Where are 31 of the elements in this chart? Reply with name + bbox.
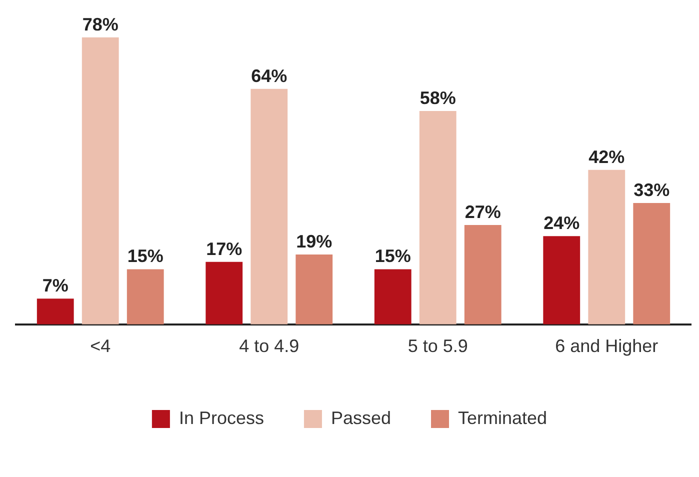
bar [250,88,288,324]
bar [36,298,74,324]
data-label: 24% [544,213,580,234]
data-label: 15% [127,246,164,266]
data-label: 58% [420,88,456,108]
legend-label: Passed [330,408,392,428]
bar [633,202,670,324]
bar [588,170,626,324]
bar [296,254,333,324]
bar [206,262,243,324]
bar [374,269,412,324]
data-label: 33% [634,180,670,200]
data-label: 7% [42,276,68,296]
data-label: 17% [206,238,242,259]
legend-label: Terminated [458,408,548,428]
data-label: 15% [374,246,411,266]
bar [82,37,119,324]
data-label: 19% [296,231,332,252]
data-label: 78% [82,14,118,34]
bar [464,225,502,324]
x-tick-label: 6 and Higher [555,336,658,356]
data-label: 27% [464,202,501,222]
data-label: 64% [251,66,288,86]
bar [126,269,164,324]
data-label: 42% [588,146,625,167]
x-tick-label: <4 [90,336,111,356]
x-tick-label: 5 to 5.9 [408,336,468,356]
bar [419,110,456,324]
x-tick-label: 4 to 4.9 [239,336,300,356]
legend-label: In Process [178,408,264,428]
bar [543,236,580,324]
